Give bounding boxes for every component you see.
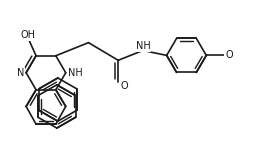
- Text: NH: NH: [68, 68, 82, 78]
- Text: OH: OH: [21, 30, 36, 40]
- Text: N: N: [17, 68, 24, 78]
- Text: OH: OH: [21, 30, 36, 40]
- Text: NH: NH: [136, 41, 150, 51]
- Text: O: O: [225, 50, 233, 60]
- Text: NH: NH: [136, 41, 150, 51]
- Text: N: N: [17, 68, 24, 78]
- Text: O: O: [120, 81, 128, 91]
- Text: O: O: [120, 81, 128, 91]
- Text: O: O: [225, 50, 233, 60]
- Text: NH: NH: [68, 68, 82, 78]
